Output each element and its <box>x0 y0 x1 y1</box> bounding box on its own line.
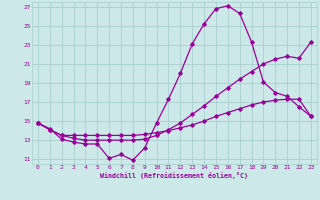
X-axis label: Windchill (Refroidissement éolien,°C): Windchill (Refroidissement éolien,°C) <box>100 172 248 179</box>
